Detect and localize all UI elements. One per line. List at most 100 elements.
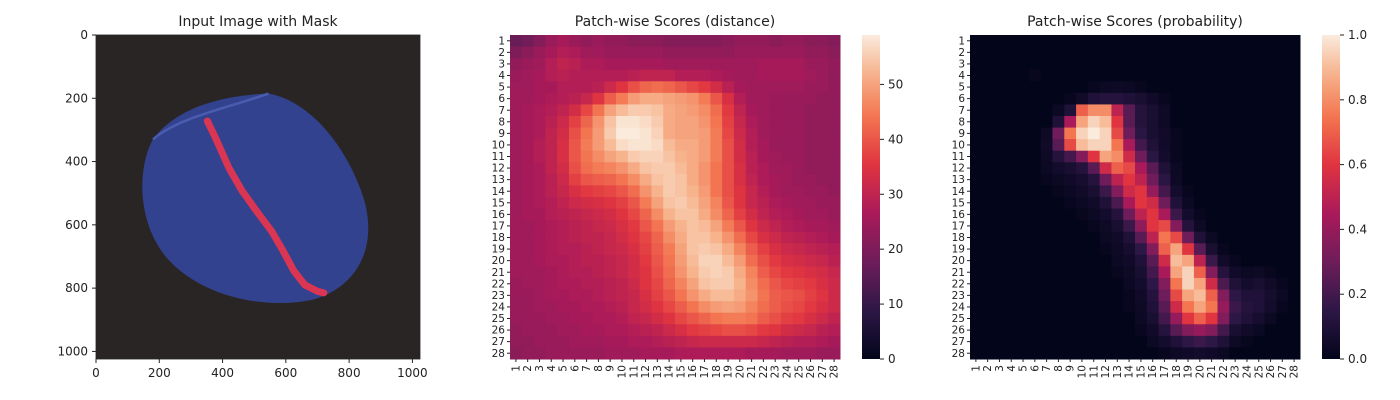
y-axis: 1234567891011121314151617181920212223242… — [952, 35, 970, 360]
heatmap-cell — [675, 254, 688, 267]
heatmap-cell — [1288, 150, 1301, 163]
heatmap-cell — [1111, 35, 1124, 48]
heatmap-cell — [710, 58, 723, 71]
heatmap-cell — [1040, 220, 1053, 233]
col-label: 12 — [1100, 365, 1112, 378]
heatmap-cell — [1288, 104, 1301, 117]
heatmap-cell — [1135, 173, 1148, 186]
heatmap-cell — [1111, 58, 1124, 71]
heatmap-cell — [816, 220, 829, 233]
row-label: 28 — [952, 348, 965, 360]
x-tick-label: 600 — [274, 366, 297, 380]
heatmap-cell — [1146, 197, 1160, 210]
heatmap-cell — [686, 92, 700, 105]
heatmap-cell — [804, 139, 817, 152]
heatmap-cell — [1193, 243, 1207, 256]
heatmap-cell — [663, 243, 676, 256]
heatmap-cell — [1241, 185, 1254, 198]
heatmap-cell — [1087, 243, 1101, 256]
heatmap-cell — [792, 35, 806, 48]
heatmap-cell — [970, 312, 983, 325]
probability-heatmap-panel: Patch-wise Scores (probability) 12345678… — [952, 14, 1367, 378]
heatmap-cell — [533, 127, 546, 140]
heatmap-cell — [651, 266, 664, 279]
heatmap-cell — [675, 324, 688, 337]
heatmap-cell — [722, 278, 735, 291]
heatmap-cell — [1182, 324, 1195, 337]
heatmap-cell — [1017, 208, 1030, 221]
heatmap-cell — [651, 150, 664, 163]
heatmap-cell — [533, 81, 546, 94]
heatmap-cell — [1276, 58, 1289, 71]
heatmap-cell — [1264, 185, 1277, 198]
heatmap-cell — [1146, 254, 1160, 267]
heatmap-cell — [1229, 116, 1242, 129]
heatmap-cell — [1135, 197, 1148, 210]
heatmap-cell — [970, 116, 983, 129]
heatmap-cell — [1123, 35, 1136, 48]
heatmap-cell — [1087, 150, 1101, 163]
heatmap-cell — [1264, 92, 1277, 105]
heatmap-cell — [970, 254, 983, 267]
heatmap-cell — [616, 347, 629, 360]
heatmap-cell — [604, 92, 617, 105]
heatmap-cell — [1076, 301, 1089, 314]
heatmap-cell — [757, 173, 770, 186]
hazelnut-shell — [142, 93, 369, 304]
row-label: 14 — [952, 186, 966, 198]
heatmap-cell — [1276, 69, 1289, 82]
heatmap-cell — [1229, 81, 1242, 94]
row-label: 22 — [492, 278, 505, 290]
heatmap-cell — [1205, 185, 1218, 198]
heatmap-cell — [804, 324, 817, 337]
heatmap-cell — [698, 139, 711, 152]
heatmap-cell — [639, 150, 652, 163]
heatmap-cell — [816, 289, 829, 302]
heatmap-cell — [604, 58, 617, 71]
heatmap-cell — [627, 324, 641, 337]
heatmap-cell — [616, 254, 629, 267]
heatmap-cell — [1217, 185, 1230, 198]
heatmap-cell — [1064, 220, 1077, 233]
heatmap-cell — [1099, 266, 1112, 279]
row-label: 5 — [958, 82, 965, 94]
col-label: 18 — [711, 365, 723, 378]
heatmap-cell — [510, 324, 523, 337]
heatmap-cell — [545, 162, 558, 175]
heatmap-cell — [686, 312, 700, 325]
heatmap-cell — [1028, 347, 1042, 360]
heatmap-cell — [828, 335, 841, 348]
row-label: 21 — [492, 267, 505, 279]
row-label: 15 — [492, 197, 505, 209]
heatmap-cell — [970, 243, 983, 256]
heatmap-cell — [710, 46, 723, 59]
heatmap-cell — [651, 208, 664, 221]
heatmap-cell — [651, 104, 664, 117]
heatmap-cell — [1005, 162, 1018, 175]
heatmap-cell — [993, 231, 1006, 244]
heatmap-cell — [639, 243, 652, 256]
heatmap-cell — [1170, 162, 1183, 175]
heatmap-cell — [1276, 324, 1289, 337]
heatmap-cell — [580, 104, 593, 117]
heatmap-cell — [627, 46, 641, 59]
heatmap-cell — [816, 127, 829, 140]
heatmap-cell — [1111, 127, 1124, 140]
heatmap-cell — [675, 185, 688, 198]
row-label: 18 — [492, 232, 505, 244]
heatmap-cell — [1158, 197, 1171, 210]
heatmap-cell — [993, 278, 1006, 291]
heatmap-cell — [993, 69, 1006, 82]
heatmap-cell — [1052, 335, 1065, 348]
row-label: 10 — [952, 140, 965, 152]
heatmap-cell — [698, 301, 711, 314]
heatmap-cell — [1111, 243, 1124, 256]
heatmap-cell — [616, 162, 629, 175]
heatmap-cell — [686, 231, 700, 244]
heatmap-cell — [828, 104, 841, 117]
heatmap-cell — [1205, 347, 1218, 360]
heatmap-cell — [1276, 104, 1289, 117]
heatmap-cell — [1028, 231, 1042, 244]
heatmap-cell — [804, 69, 817, 82]
heatmap-cell — [1276, 312, 1289, 325]
